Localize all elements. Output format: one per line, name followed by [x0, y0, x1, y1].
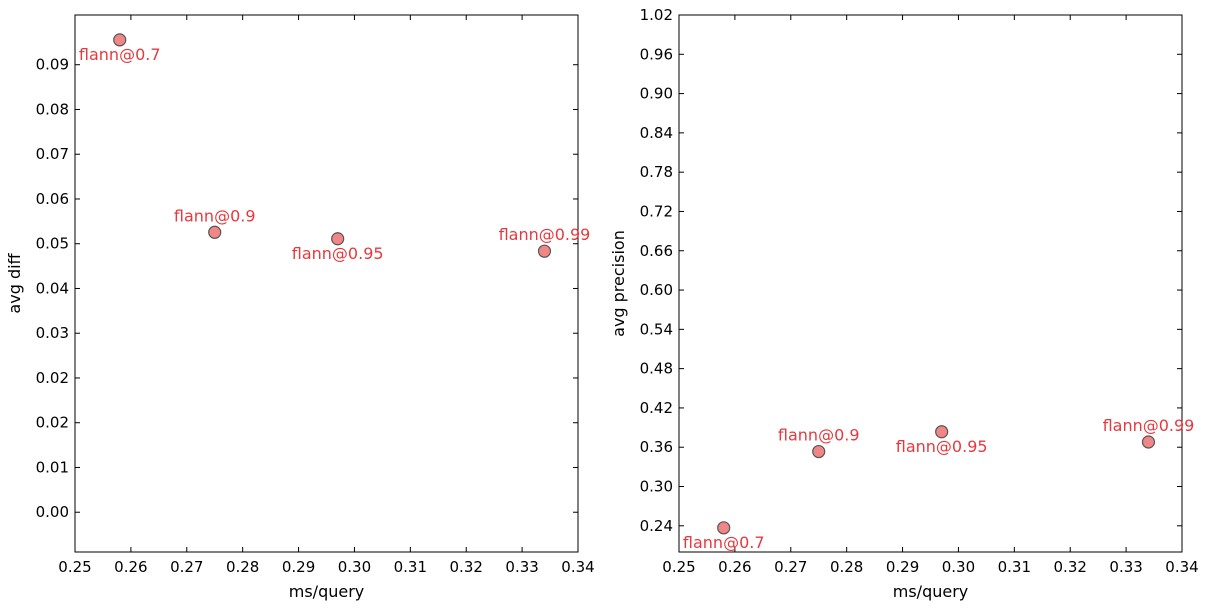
y-tick-label: 1.02 — [640, 6, 673, 24]
data-point — [812, 444, 826, 459]
data-point — [935, 425, 949, 439]
data-label: flann@0.9 — [174, 206, 256, 225]
x-tick-label: 0.34 — [1165, 558, 1198, 576]
x-tick-label: 0.30 — [338, 558, 371, 576]
y-tick-label: 0.02 — [36, 414, 69, 432]
y-tick-label: 0.30 — [640, 478, 673, 496]
data-point — [331, 232, 345, 246]
x-tick-label: 0.31 — [998, 558, 1031, 576]
y-tick-label: 0.84 — [640, 124, 673, 142]
data-label: flann@0.7 — [683, 533, 765, 552]
x-tick-label: 0.27 — [774, 558, 807, 576]
x-tick-label: 0.29 — [282, 558, 315, 576]
y-tick-label: 0.06 — [36, 190, 69, 208]
data-label: flann@0.99 — [1103, 416, 1195, 435]
data-point — [113, 33, 127, 47]
x-tick-label: 0.26 — [114, 558, 147, 576]
x-tick-label: 0.30 — [942, 558, 975, 576]
x-tick-label: 0.33 — [505, 558, 538, 576]
y-tick-label: 0.24 — [640, 517, 673, 535]
y-tick-label: 0.09 — [36, 56, 69, 74]
x-tick-label: 0.25 — [662, 558, 695, 576]
y-tick-label: 0.08 — [36, 100, 69, 118]
x-axis-label: ms/query — [893, 582, 969, 601]
data-label: flann@0.95 — [896, 437, 988, 456]
data-point — [1141, 435, 1156, 449]
x-tick-label: 0.28 — [226, 558, 259, 576]
plot-frame — [74, 14, 579, 553]
x-axis-label: ms/query — [289, 582, 365, 601]
x-tick-label: 0.33 — [1109, 558, 1142, 576]
y-tick-label: 0.48 — [640, 360, 673, 378]
y-tick-label: 0.90 — [640, 85, 673, 103]
y-tick-label: 0.02 — [36, 369, 69, 387]
x-tick-label: 0.26 — [718, 558, 751, 576]
x-tick-label: 0.28 — [830, 558, 863, 576]
x-tick-label: 0.32 — [1054, 558, 1087, 576]
y-tick-label: 0.42 — [640, 399, 673, 417]
y-axis-label: avg precision — [609, 230, 628, 337]
data-label: flann@0.95 — [292, 244, 384, 263]
left-scatter-plot: ms/query avg diff 0.25 0.26 0.27 0.28 0.29 0.… — [5, 14, 595, 601]
y-tick-label: 0.07 — [36, 145, 69, 163]
y-tick-label: 0.96 — [640, 45, 673, 63]
data-point — [537, 244, 552, 258]
y-axis-label: avg diff — [5, 252, 24, 313]
x-tick-label: 0.29 — [886, 558, 919, 576]
data-label: flann@0.9 — [778, 426, 860, 445]
data-label: flann@0.7 — [79, 45, 161, 64]
x-tick-label: 0.32 — [450, 558, 483, 576]
y-tick-label: 0.36 — [640, 438, 673, 456]
y-tick-label: 0.66 — [640, 242, 673, 260]
y-tick-label: 0.05 — [36, 235, 69, 253]
plot-frame — [678, 14, 1183, 553]
data-label: flann@0.99 — [499, 225, 591, 244]
y-tick-label: 0.60 — [640, 281, 673, 299]
y-tick-label: 0.78 — [640, 163, 673, 181]
y-tick-label: 0.54 — [640, 320, 673, 338]
data-point — [208, 225, 222, 239]
y-tick-label: 0.01 — [36, 458, 69, 476]
x-tick-label: 0.27 — [170, 558, 203, 576]
x-tick-label: 0.34 — [561, 558, 594, 576]
y-tick-label: 0.00 — [36, 503, 69, 521]
right-scatter-plot: ms/query avg precision 0.25 0.26 0.27 0.28 0… — [609, 6, 1199, 601]
y-tick-label: 0.04 — [36, 279, 69, 297]
y-tick-label: 0.03 — [36, 324, 69, 342]
data-point — [717, 521, 731, 535]
x-tick-label: 0.31 — [394, 558, 427, 576]
y-tick-label: 0.72 — [640, 202, 673, 220]
x-tick-label: 0.25 — [58, 558, 91, 576]
